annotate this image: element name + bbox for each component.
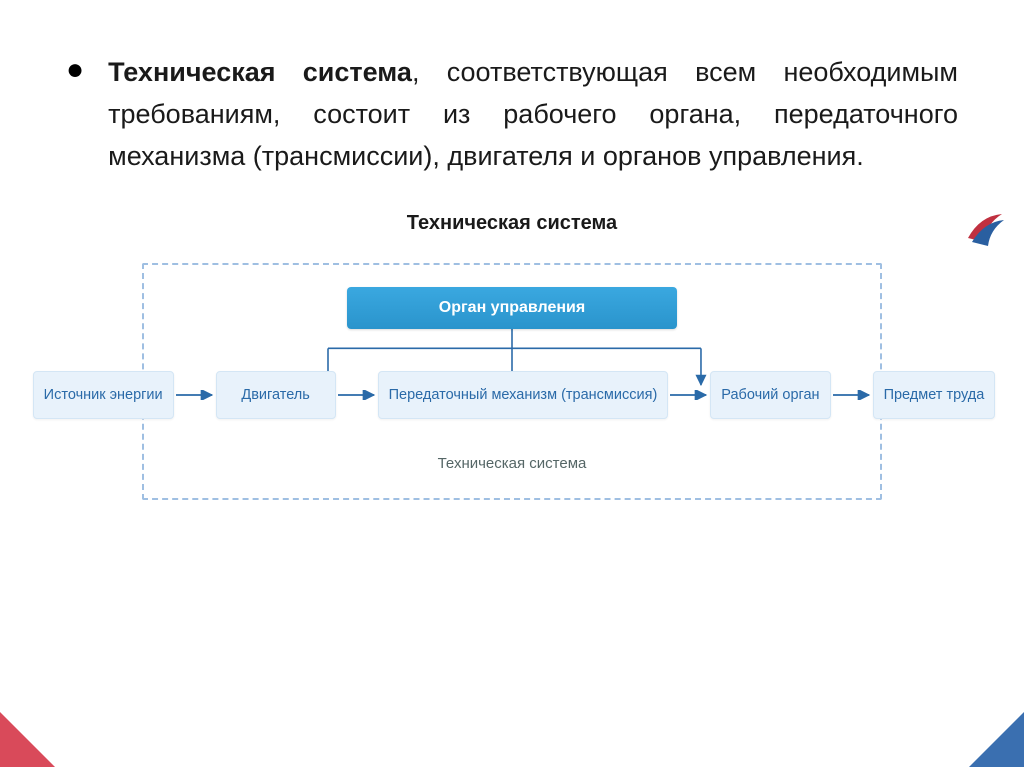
diagram-title: Техническая система (0, 212, 1024, 235)
arrow-icon (336, 390, 378, 400)
paragraph-bold: Техническая система (108, 57, 412, 87)
node-source: Источник энергии (33, 371, 174, 420)
node-working-organ: Рабочий орган (710, 371, 830, 420)
control-node: Орган управления (347, 287, 677, 329)
arrow-icon (831, 390, 873, 400)
flow-row: Источник энергии Двигатель Передаточный … (22, 371, 1006, 420)
arrow-icon (668, 390, 710, 400)
system-label: Техническая система (168, 455, 856, 472)
paragraph-text: Техническая система, соответствующая все… (108, 52, 958, 178)
node-engine: Двигатель (216, 371, 336, 420)
node-transmission: Передаточный механизм (трансмиссия) (378, 371, 669, 420)
system-frame: Орган управления Источник энергии Двигат… (142, 263, 882, 501)
paragraph-block: ● Техническая система, соответствующая в… (0, 0, 1024, 198)
bullet-glyph: ● (66, 52, 84, 88)
logo-icon (962, 208, 1006, 252)
node-work-item: Предмет труда (873, 371, 996, 420)
diagram-region: Техническая система Орган управления Ист (0, 198, 1024, 531)
arrow-icon (174, 390, 216, 400)
corner-accent-right (969, 712, 1024, 767)
corner-accent-left (0, 712, 55, 767)
